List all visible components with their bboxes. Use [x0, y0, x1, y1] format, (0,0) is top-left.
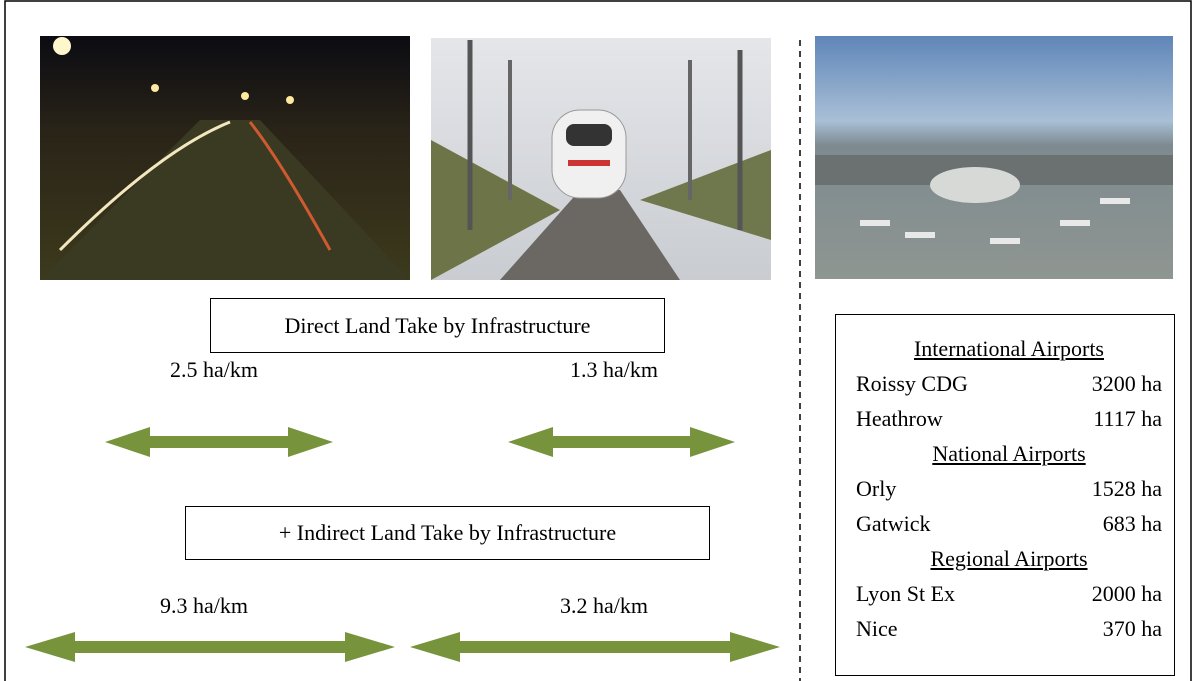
area: 3200 ha: [1092, 366, 1162, 401]
row: Heathrow 1117 ha: [856, 401, 1162, 436]
arrow: [508, 427, 735, 457]
rail-direct: 1.3 ha/km: [570, 357, 658, 383]
airport: Heathrow: [856, 401, 943, 436]
arrow: [410, 632, 780, 662]
direct-box: Direct Land Take by Infrastructure: [210, 298, 665, 353]
arrow: [25, 632, 395, 662]
row: Roissy CDG 3200 ha: [856, 366, 1162, 401]
heading: Regional Airports: [856, 541, 1162, 576]
page: Direct Land Take by Infrastructure 2.5 h…: [0, 0, 1197, 681]
area: 1528 ha: [1092, 471, 1162, 506]
area: 370 ha: [1103, 611, 1162, 646]
rail-photo: [431, 38, 771, 280]
row: Lyon St Ex 2000 ha: [856, 576, 1162, 611]
row: Nice 370 ha: [856, 611, 1162, 646]
area: 683 ha: [1103, 506, 1162, 541]
airport-photo: [815, 36, 1173, 279]
row: Gatwick 683 ha: [856, 506, 1162, 541]
airport: Gatwick: [856, 506, 931, 541]
heading: International Airports: [856, 331, 1162, 366]
airport: Roissy CDG: [856, 366, 968, 401]
row: Orly 1528 ha: [856, 471, 1162, 506]
airport-table: International Airports Roissy CDG 3200 ha…: [835, 314, 1175, 676]
rail-indirect: 3.2 ha/km: [560, 593, 648, 619]
indirect-box: + Indirect Land Take by Infrastructure: [185, 506, 710, 560]
area: 2000 ha: [1092, 576, 1162, 611]
road-direct: 2.5 ha/km: [170, 357, 258, 383]
airport: Orly: [856, 471, 896, 506]
area: 1117 ha: [1093, 401, 1162, 436]
airport: Lyon St Ex: [856, 576, 955, 611]
airport: Nice: [856, 611, 898, 646]
road-indirect: 9.3 ha/km: [160, 593, 248, 619]
arrow: [105, 427, 333, 457]
heading: National Airports: [856, 436, 1162, 471]
road-photo: [40, 36, 410, 280]
